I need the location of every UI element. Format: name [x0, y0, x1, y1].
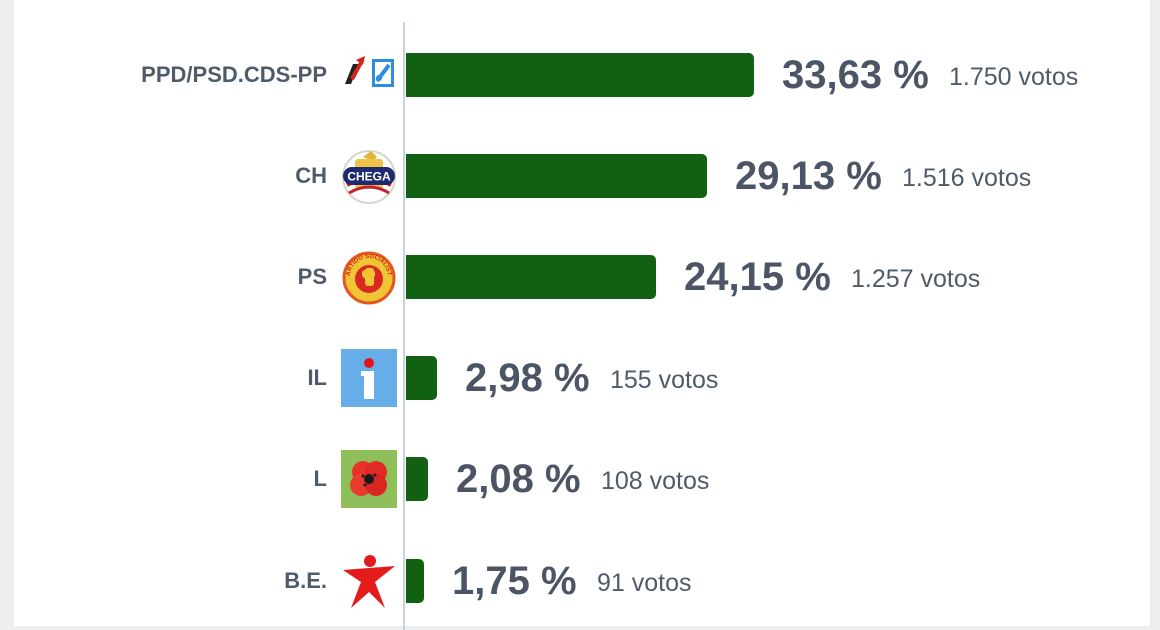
- percentage-label: 33,63 %: [782, 53, 929, 97]
- page-edge-left: [0, 0, 14, 630]
- party-row: IL 2,98 % 155 votos: [0, 332, 1160, 424]
- result-bar: [406, 356, 437, 400]
- party-label: L: [313, 466, 327, 491]
- result-bar: [406, 255, 656, 299]
- percentage-label: 29,13 %: [735, 154, 882, 198]
- party-row: CH CHEGA 29,13 % 1.516 votos: [0, 130, 1160, 222]
- result-bar: [406, 559, 424, 603]
- results-panel: [14, 0, 1150, 630]
- be-logo-icon: [341, 552, 397, 610]
- party-row: PS PARTIDO SOCIALISTA 24,15 % 1.257 votos: [0, 231, 1160, 323]
- party-label: PS: [297, 264, 327, 289]
- chart-axis-line: [403, 22, 405, 630]
- percentage-label: 1,75 %: [452, 559, 577, 603]
- party-row: PPD/PSD.CDS-PP 33,63 % 1.750 votos: [0, 29, 1160, 121]
- percentage-label: 2,08 %: [456, 457, 581, 501]
- votes-label: 1.750 votos: [949, 63, 1079, 91]
- percentage-label: 2,98 %: [465, 356, 590, 400]
- ps-logo-icon: PARTIDO SOCIALISTA: [339, 244, 397, 306]
- page-edge-right: [1150, 0, 1160, 630]
- result-bar: [406, 53, 754, 97]
- party-row: L 2,08 % 108 votos: [0, 433, 1160, 525]
- party-label: CH: [295, 163, 327, 188]
- psd-cds-logo-icon: [341, 46, 397, 104]
- result-bar: [406, 457, 428, 501]
- chega-logo-icon: CHEGA: [341, 147, 397, 205]
- il-logo-icon: [341, 349, 397, 407]
- party-label: IL: [307, 365, 327, 390]
- votes-label: 91 votos: [597, 569, 692, 597]
- page-edge-bottom: [0, 626, 1160, 630]
- votes-label: 1.516 votos: [902, 164, 1032, 192]
- livre-logo-icon: [341, 450, 397, 508]
- party-row: B.E. 1,75 % 91 votos: [0, 535, 1160, 627]
- result-bar: [406, 154, 707, 198]
- party-label: B.E.: [284, 568, 327, 593]
- svg-text:CHEGA: CHEGA: [347, 170, 391, 184]
- percentage-label: 24,15 %: [684, 255, 831, 299]
- votes-label: 108 votos: [601, 467, 710, 495]
- party-label: PPD/PSD.CDS-PP: [141, 62, 327, 87]
- votes-label: 155 votos: [610, 366, 719, 394]
- votes-label: 1.257 votos: [851, 265, 981, 293]
